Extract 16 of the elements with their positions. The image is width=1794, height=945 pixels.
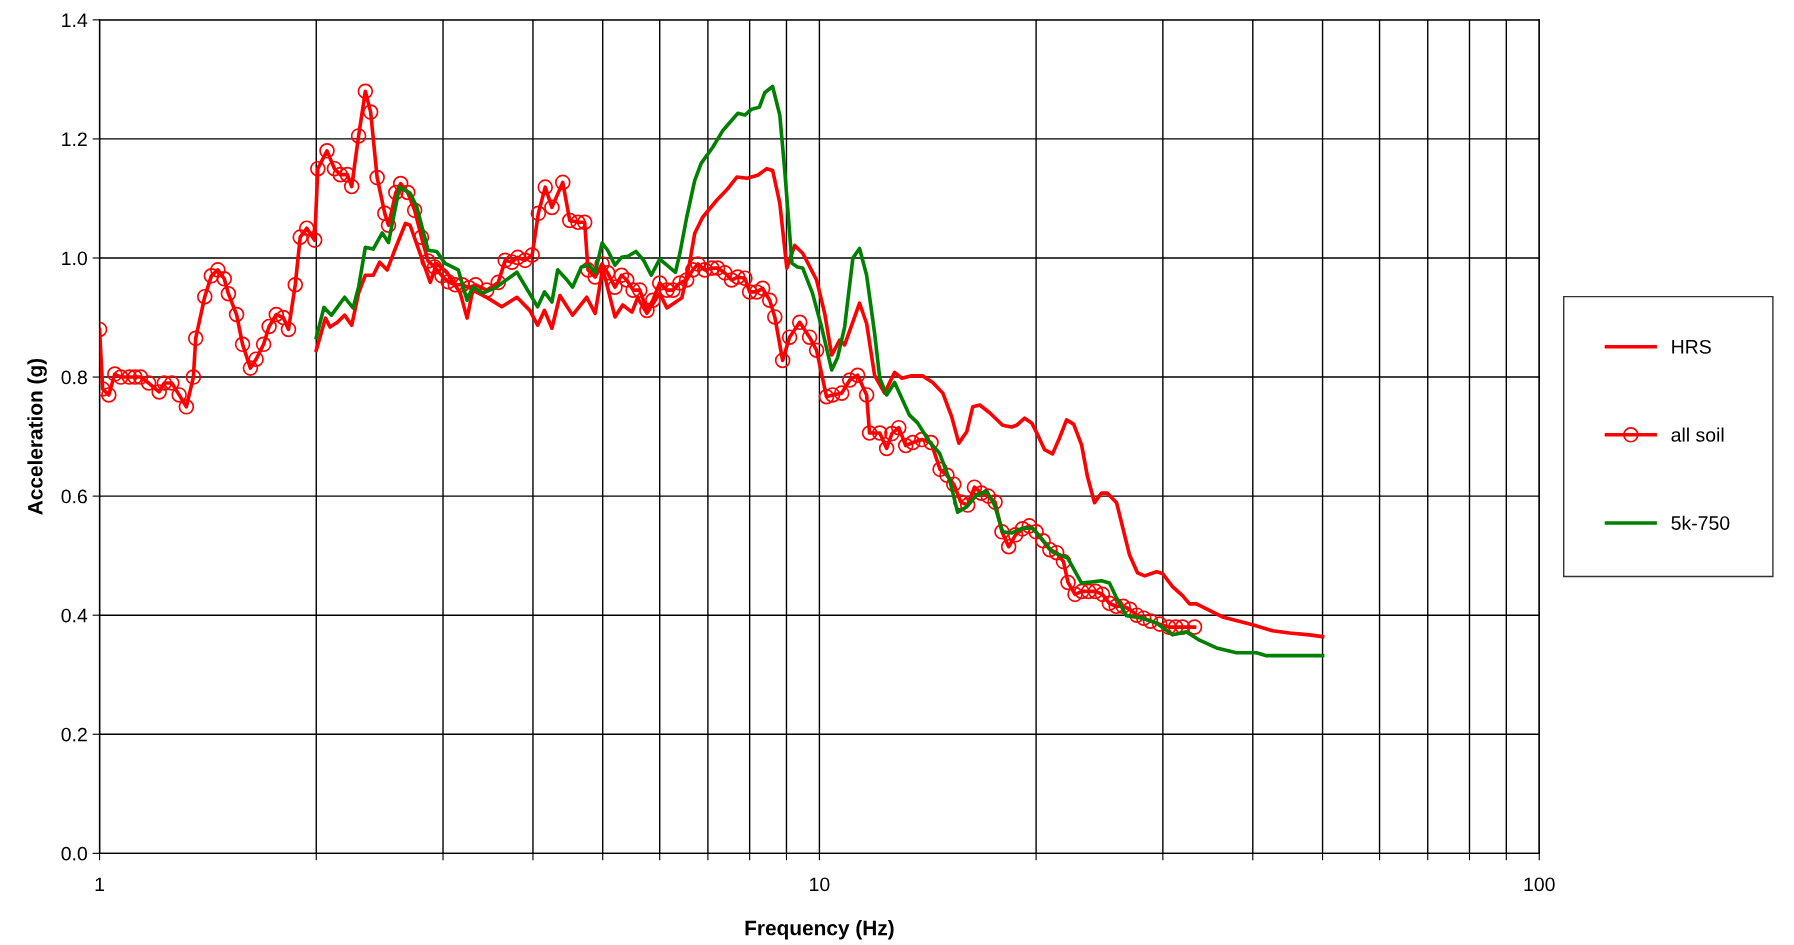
x-tick-label: 1 (95, 877, 105, 892)
y-tick-label: 0.8 (61, 370, 87, 385)
x-tick-label: 100 (1524, 877, 1555, 892)
legend-label: HRS (1672, 339, 1711, 354)
y-tick-label: 1.4 (62, 13, 88, 27)
y-tick-label: 1.2 (62, 132, 87, 146)
y-tick-label: 1.0 (62, 251, 87, 266)
y-tick-label: 0.6 (61, 489, 87, 504)
x-axis-title: Frequency (Hz) (745, 920, 894, 940)
y-axis-title: Acceleration (g) (27, 358, 47, 515)
y-tick-label: 0.2 (61, 727, 87, 742)
legend-label: all soil (1671, 427, 1724, 442)
y-tick-label: 0.4 (61, 608, 88, 623)
y-tick-label: 0.0 (61, 846, 87, 861)
x-tick-label: 10 (810, 877, 830, 892)
legend-label: 5k-750 (1671, 515, 1730, 530)
